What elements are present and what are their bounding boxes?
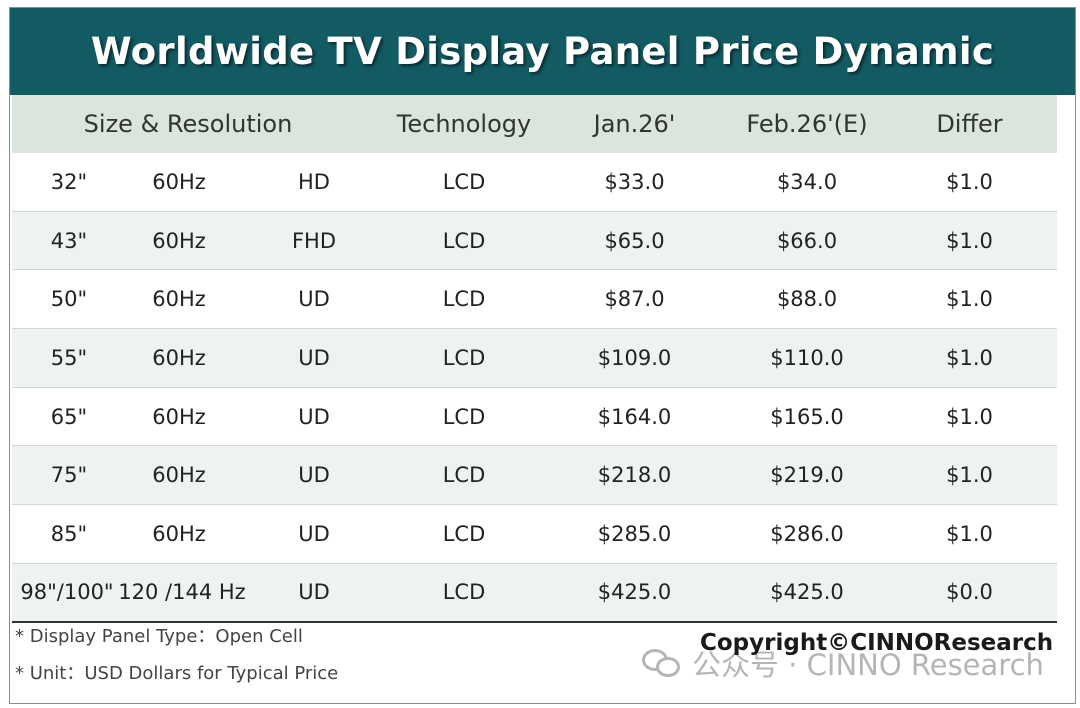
table-row: 43" 60Hz FHD LCD $65.0 $66.0 $1.0	[12, 211, 1057, 271]
table-row: 50" 60Hz UD LCD $87.0 $88.0 $1.0	[12, 270, 1057, 330]
cell-resolution: HD	[298, 169, 330, 194]
cell-resolution: UD	[298, 580, 330, 605]
header-feb: Feb.26'(E)	[746, 110, 868, 138]
cell-refresh-rate: 120 /144 Hz	[118, 580, 246, 605]
cell-differ: $1.0	[946, 287, 993, 312]
cell-refresh-rate: 60Hz	[152, 345, 206, 370]
cell-size: 75"	[50, 463, 88, 488]
price-table: Size & Resolution Technology Jan.26' Feb…	[12, 95, 1057, 623]
cell-resolution: FHD	[291, 228, 337, 253]
cell-size: 65"	[50, 404, 88, 429]
table-row: 55" 60Hz UD LCD $109.0 $110.0 $1.0	[12, 329, 1057, 388]
cell-differ: $1.0	[946, 463, 993, 488]
page-title: Worldwide TV Display Panel Price Dynamic	[90, 30, 995, 73]
table-row: 32" 60Hz HD LCD $33.0 $34.0 $1.0	[12, 153, 1057, 212]
cell-jan-price: $65.0	[604, 228, 665, 253]
cell-technology: LCD	[442, 169, 486, 194]
cell-jan-price: $109.0	[597, 345, 672, 370]
cell-resolution: UD	[298, 345, 330, 370]
cell-differ: $1.0	[946, 521, 993, 546]
cell-technology: LCD	[442, 287, 486, 312]
table-row: 65" 60Hz UD LCD $164.0 $165.0 $1.0	[12, 387, 1057, 447]
cell-refresh-rate: 60Hz	[152, 228, 206, 253]
cell-technology: LCD	[442, 345, 486, 370]
cell-resolution: UD	[298, 404, 330, 429]
cell-size: 50"	[50, 287, 88, 312]
cell-jan-price: $285.0	[597, 521, 672, 546]
cell-jan-price: $425.0	[597, 580, 672, 605]
cell-feb-price: $110.0	[770, 345, 844, 370]
cell-feb-price: $165.0	[770, 404, 844, 429]
cell-differ: $1.0	[946, 345, 993, 370]
cell-feb-price: $66.0	[776, 228, 838, 253]
table-row: 98"/100" 120 /144 Hz UD LCD $425.0 $425.…	[12, 563, 1057, 623]
cell-resolution: UD	[298, 287, 330, 312]
cell-technology: LCD	[442, 463, 486, 488]
cell-size: 98"/100"	[20, 580, 114, 605]
watermark: 公众号 · CINNO Research	[642, 643, 1044, 683]
note-unit: * Unit：USD Dollars for Typical Price	[15, 663, 339, 684]
cell-feb-price: $425.0	[770, 580, 844, 605]
cell-technology: LCD	[442, 404, 486, 429]
wechat-icon	[642, 647, 682, 679]
cell-technology: LCD	[442, 228, 486, 253]
cell-differ: $1.0	[946, 228, 993, 253]
cell-jan-price: $33.0	[604, 169, 665, 194]
cell-resolution: UD	[298, 463, 330, 488]
cell-technology: LCD	[442, 580, 486, 605]
cell-jan-price: $164.0	[597, 404, 672, 429]
cell-refresh-rate: 60Hz	[152, 287, 206, 312]
cell-jan-price: $218.0	[597, 463, 672, 488]
cell-technology: LCD	[442, 521, 486, 546]
copyright-text: Copyright©CINNOResearch	[700, 630, 1054, 656]
header-technology: Technology	[396, 110, 532, 138]
cell-resolution: UD	[298, 521, 330, 546]
cell-refresh-rate: 60Hz	[152, 404, 206, 429]
cell-size: 55"	[50, 345, 88, 370]
cell-refresh-rate: 60Hz	[152, 169, 206, 194]
cell-size: 85"	[50, 521, 88, 546]
table-row: 75" 60Hz UD LCD $218.0 $219.0 $1.0	[12, 446, 1057, 506]
cell-differ: $1.0	[946, 404, 993, 429]
cell-refresh-rate: 60Hz	[152, 521, 206, 546]
cell-size: 32"	[50, 169, 88, 194]
table-header-row: Size & Resolution Technology Jan.26' Feb…	[12, 95, 1057, 153]
cell-differ: $1.0	[946, 169, 993, 194]
cell-feb-price: $219.0	[770, 463, 844, 488]
note-panel-type: * Display Panel Type：Open Cell	[15, 626, 303, 647]
cell-feb-price: $286.0	[770, 521, 844, 546]
cell-feb-price: $88.0	[776, 287, 838, 312]
cell-differ: $0.0	[946, 580, 993, 605]
table-row: 85" 60Hz UD LCD $285.0 $286.0 $1.0	[12, 505, 1057, 564]
cell-refresh-rate: 60Hz	[152, 463, 206, 488]
cell-feb-price: $34.0	[776, 169, 838, 194]
header-jan: Jan.26'	[593, 110, 676, 138]
header-differ: Differ	[936, 110, 1003, 138]
title-bar: Worldwide TV Display Panel Price Dynamic	[10, 8, 1075, 95]
cell-jan-price: $87.0	[604, 287, 665, 312]
watermark-text: 公众号 · CINNO Research	[692, 648, 1044, 682]
cell-size: 43"	[50, 228, 88, 253]
header-size-resolution: Size & Resolution	[83, 110, 293, 138]
